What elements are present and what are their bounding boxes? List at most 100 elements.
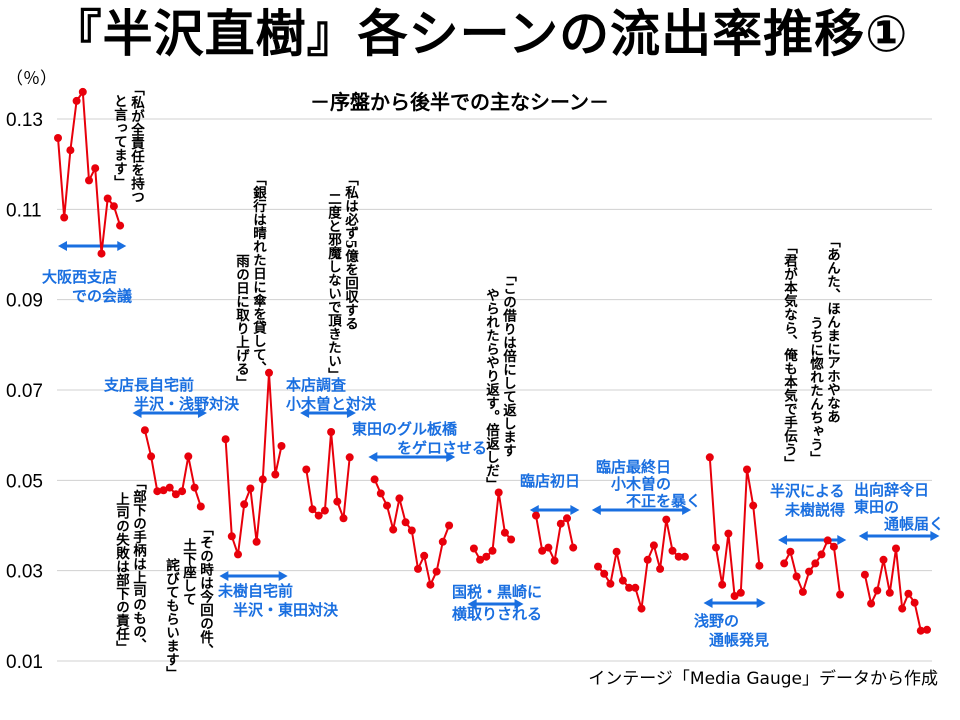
data-point xyxy=(550,556,559,565)
series-line-segment xyxy=(708,457,761,598)
data-point xyxy=(221,435,230,444)
data-point xyxy=(829,542,838,551)
y-axis-unit: （％） xyxy=(6,69,57,89)
data-point xyxy=(85,176,93,185)
data-point xyxy=(730,592,739,600)
gridlines xyxy=(57,118,932,662)
data-point xyxy=(395,494,404,503)
data-point xyxy=(370,475,379,484)
data-point xyxy=(327,428,336,436)
data-point xyxy=(153,487,162,496)
y-tick-label: 0.01 xyxy=(6,652,43,673)
data-point xyxy=(339,514,348,523)
data-point xyxy=(426,580,435,589)
data-point xyxy=(78,87,87,96)
data-point xyxy=(823,536,832,545)
data-point xyxy=(227,532,236,541)
y-tick-label: 0.03 xyxy=(6,562,43,583)
scene-label-8: 臨店最終日 小木曽の 不正を暴く xyxy=(596,458,702,510)
data-point xyxy=(885,588,894,597)
data-point xyxy=(736,588,745,597)
data-point xyxy=(165,483,174,492)
data-point xyxy=(376,489,385,498)
data-point xyxy=(476,555,485,564)
data-point xyxy=(811,559,820,568)
scene-arrow-head-right xyxy=(837,535,847,545)
scene-label-5: 東田のグル板橋 をゲロさせる xyxy=(352,420,488,457)
data-point xyxy=(556,519,565,528)
data-point xyxy=(904,589,913,598)
data-point xyxy=(879,555,888,564)
scene-arrow-head-right xyxy=(346,408,356,418)
data-point xyxy=(258,475,267,484)
scene-label-1: 大阪西支店 での会議 xyxy=(42,268,133,305)
data-point xyxy=(910,598,919,607)
scene-label-10: 半沢による 未樹説得 xyxy=(770,482,846,519)
scene-label-3: 未樹自宅前 半沢・東田対決 xyxy=(218,582,339,619)
data-point xyxy=(109,202,118,211)
scene-arrows xyxy=(58,241,940,609)
scene-arrow-head-left xyxy=(219,571,229,581)
data-point xyxy=(705,453,714,462)
data-point xyxy=(643,555,652,564)
scene-arrow-head-right xyxy=(682,505,692,515)
data-point xyxy=(563,514,571,523)
scene-label-2: 支店長自宅前 半沢・浅野対決 xyxy=(104,376,240,413)
scene-arrow-head-left xyxy=(778,535,788,545)
data-point xyxy=(494,488,503,497)
data-point xyxy=(625,583,634,592)
data-point xyxy=(66,146,75,155)
scene-arrow-head-left xyxy=(132,408,142,418)
data-point xyxy=(544,543,553,552)
data-point xyxy=(196,502,205,511)
scene-arrow-head-right xyxy=(197,408,207,418)
data-point xyxy=(320,506,329,515)
scene-label-11: 出向辞令日 東田の 通帳届く xyxy=(854,481,945,533)
data-point xyxy=(438,537,447,546)
data-point xyxy=(916,626,925,635)
data-point xyxy=(60,213,69,222)
y-tick-label: 0.05 xyxy=(6,471,43,492)
quote-1: 「私が全責任を持つ と言ってます」 xyxy=(111,82,144,204)
data-point xyxy=(91,164,100,173)
quote-4: 「銀行は晴れた日に傘を貸して、 雨の日に取り上げる」 xyxy=(233,172,266,389)
scene-arrow-head-right xyxy=(446,452,456,462)
y-tick-label: 0.13 xyxy=(6,110,43,131)
data-point xyxy=(482,552,491,561)
quote-6: 「この借りは倍にして返します やられたらやり返す。倍返しだ」 xyxy=(483,268,516,491)
data-point xyxy=(780,559,789,568)
data-point xyxy=(407,526,416,535)
data-point xyxy=(867,599,876,608)
data-point xyxy=(860,570,869,579)
data-point xyxy=(786,547,795,556)
scene-arrow-head-left xyxy=(300,408,310,418)
data-point xyxy=(420,551,429,560)
scene-label-7: 臨店初日 xyxy=(520,472,581,490)
data-point xyxy=(252,537,261,546)
scene-arrow-head-left xyxy=(368,452,378,462)
data-point xyxy=(333,497,342,506)
data-point xyxy=(718,580,727,589)
data-point xyxy=(631,583,640,592)
data-point xyxy=(898,604,907,613)
series-line-segment xyxy=(783,538,842,595)
data-point xyxy=(749,501,758,510)
series-points xyxy=(54,87,931,635)
data-point xyxy=(159,486,168,495)
data-point xyxy=(414,564,422,573)
data-point xyxy=(743,465,751,474)
data-point xyxy=(178,487,187,496)
data-point xyxy=(302,465,311,474)
data-point xyxy=(265,368,273,377)
scene-arrow-head-left xyxy=(591,505,601,515)
data-point xyxy=(246,484,255,493)
data-point xyxy=(805,567,814,576)
data-point xyxy=(401,518,410,527)
scene-arrow-head-right xyxy=(117,241,127,251)
scene-label-6: 国税・黒崎に 横取りされる xyxy=(452,583,543,623)
data-point xyxy=(507,535,516,544)
data-point xyxy=(656,564,665,573)
data-point xyxy=(637,604,646,613)
scene-arrow-head-left xyxy=(467,599,477,609)
